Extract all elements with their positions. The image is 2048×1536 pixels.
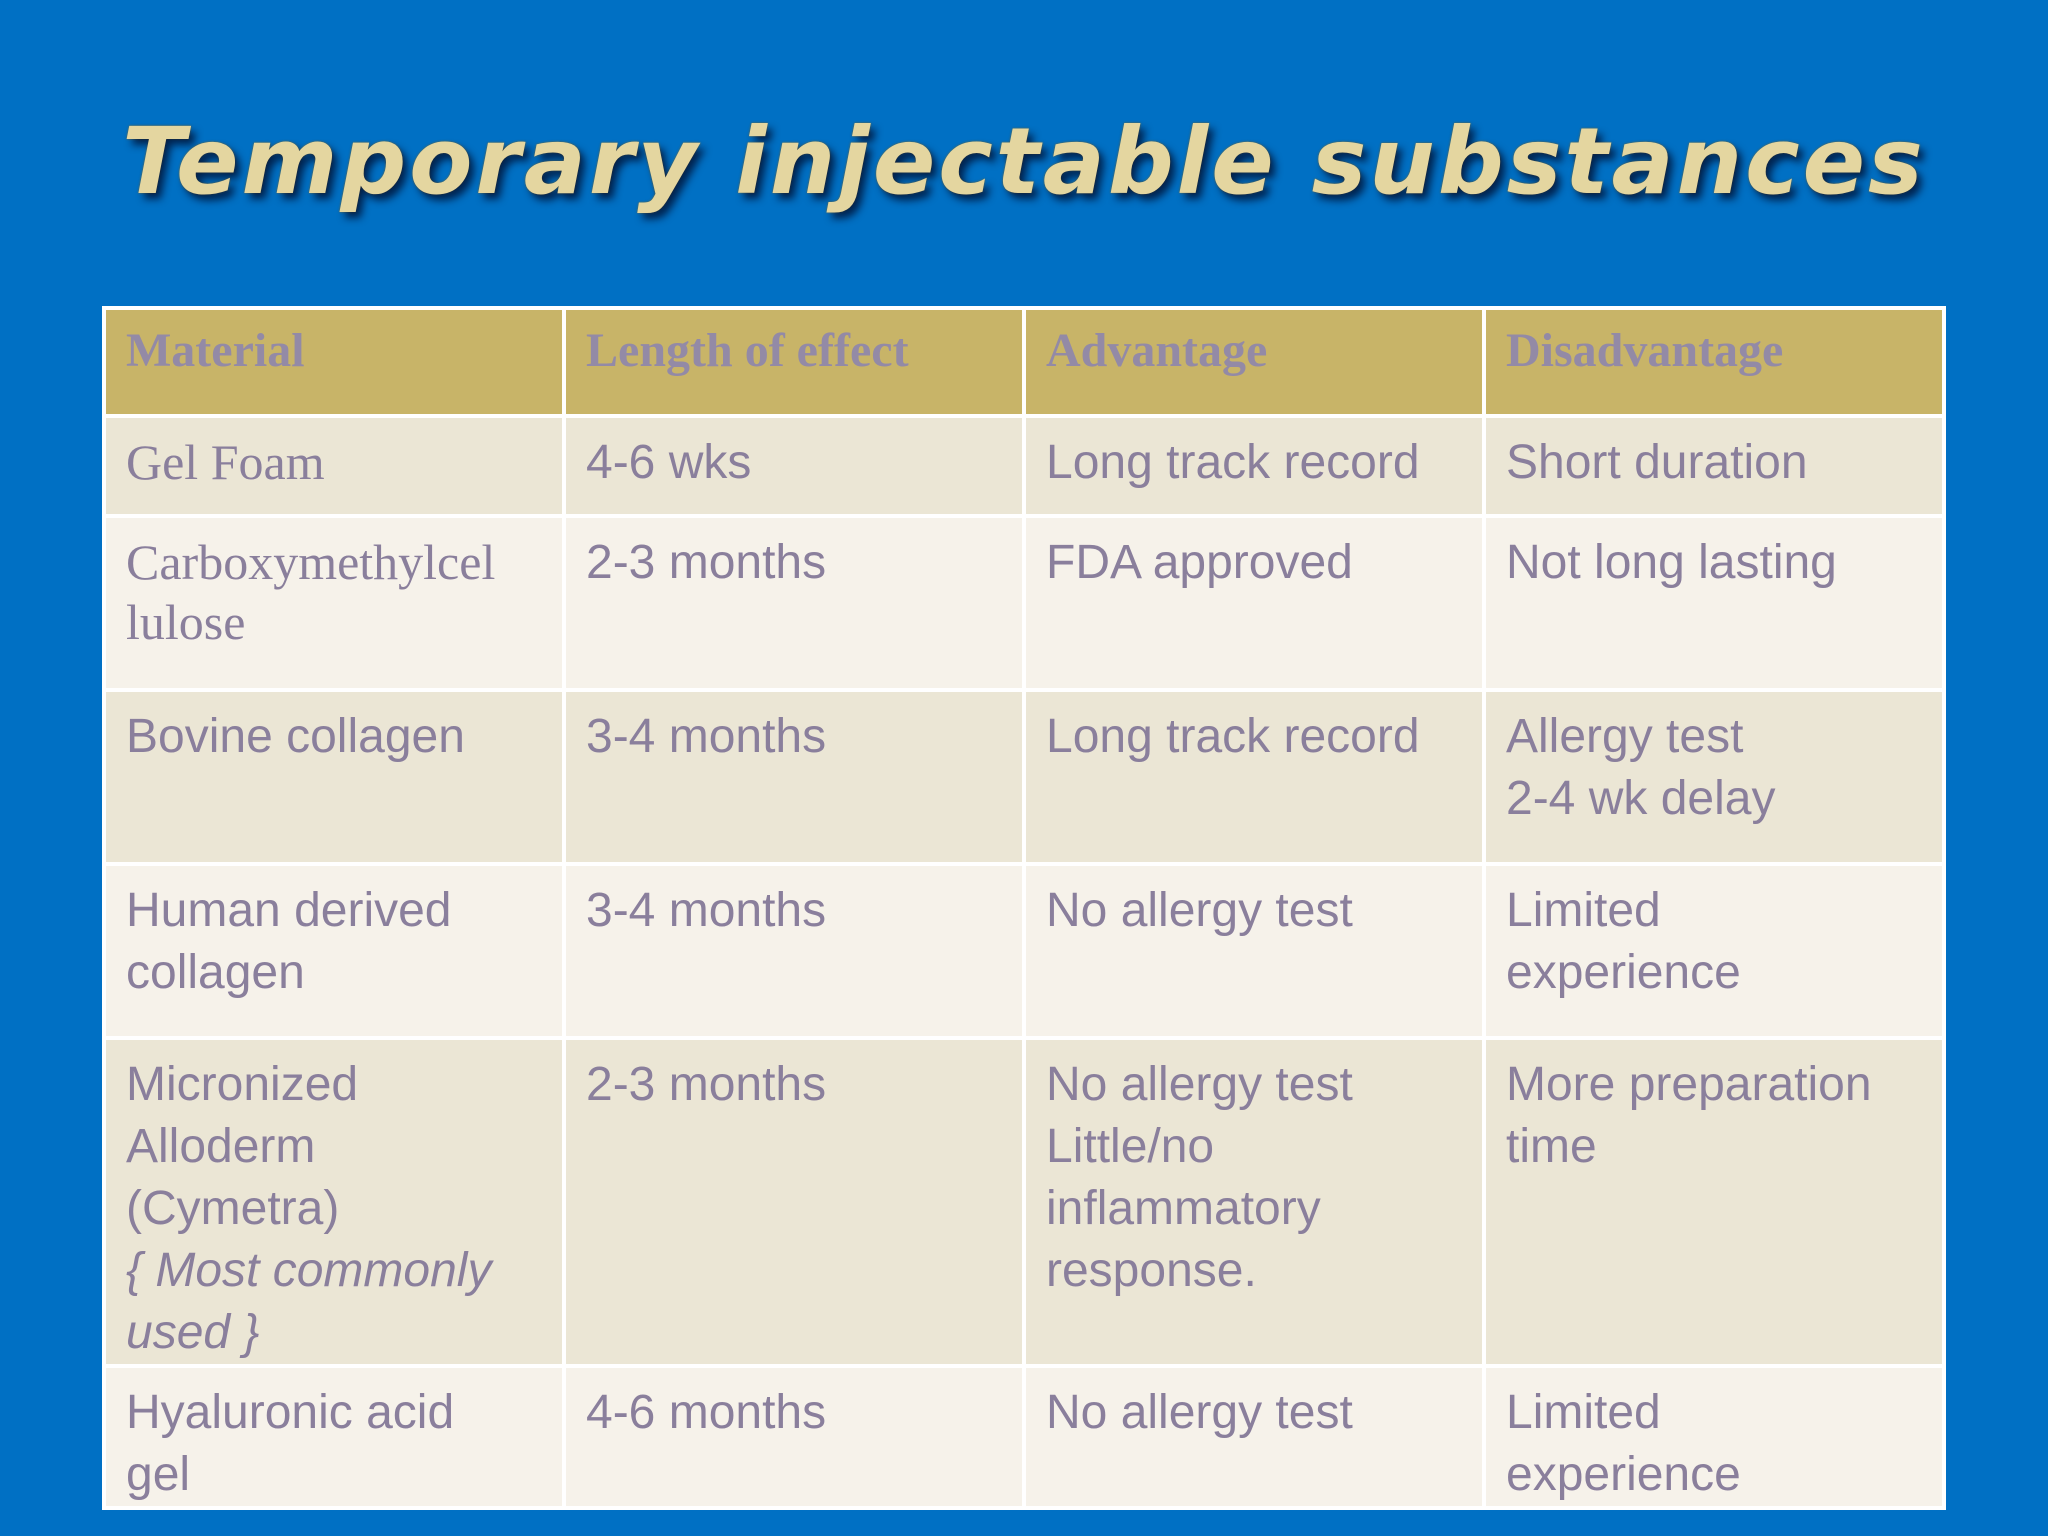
cell-text: Gel Foam: [126, 434, 325, 490]
cell-disadvantage: Limited experience: [1482, 1364, 1946, 1510]
cell-text: FDA approved: [1046, 536, 1353, 589]
cell-material: Carboxymethylcel lulose: [102, 514, 566, 692]
cell-text: Micronized: [126, 1058, 359, 1111]
cell-text: Bovine collagen: [126, 710, 465, 763]
cell-advantage: No allergy test Little/no inflammatory r…: [1022, 1036, 1486, 1368]
cell-text: Alloderm: [126, 1120, 316, 1173]
cell-text: Human derived: [126, 884, 452, 937]
cell-text: Short duration: [1506, 436, 1808, 489]
cell-text: Long track record: [1046, 436, 1420, 489]
cell-text: Long track record: [1046, 710, 1420, 763]
table-row: Micronized Alloderm (Cymetra) { Most com…: [102, 1036, 1946, 1368]
cell-advantage: FDA approved: [1022, 514, 1486, 692]
cell-text: experience: [1506, 946, 1741, 999]
table-header-row: Material Length of effect Advantage Disa…: [102, 306, 1946, 418]
table-row: Hyaluronic acid gel 4-6 months No allerg…: [102, 1364, 1946, 1510]
cell-note: { Most commonly: [126, 1244, 492, 1297]
comparison-table-container: Material Length of effect Advantage Disa…: [102, 306, 1946, 1510]
cell-length: 2-3 months: [562, 514, 1026, 692]
header-advantage: Advantage: [1022, 306, 1486, 418]
table-row: Human derived collagen 3-4 months No all…: [102, 862, 1946, 1040]
cell-material: Gel Foam: [102, 414, 566, 518]
header-length-of-effect: Length of effect: [562, 306, 1026, 418]
cell-text: Hyaluronic acid: [126, 1386, 455, 1439]
cell-material: Hyaluronic acid gel: [102, 1364, 566, 1510]
cell-text: lulose: [126, 594, 246, 650]
cell-advantage: Long track record: [1022, 688, 1486, 866]
cell-disadvantage: Short duration: [1482, 414, 1946, 518]
cell-text: No allergy test: [1046, 1386, 1353, 1439]
cell-text: time: [1506, 1120, 1597, 1173]
cell-note: used }: [126, 1306, 260, 1359]
table-row: Gel Foam 4-6 wks Long track record Short…: [102, 414, 1946, 518]
cell-disadvantage: More preparation time: [1482, 1036, 1946, 1368]
cell-text: 2-4 wk delay: [1506, 772, 1776, 825]
cell-material: Micronized Alloderm (Cymetra) { Most com…: [102, 1036, 566, 1368]
cell-text: No allergy test: [1046, 884, 1353, 937]
cell-text: No allergy test: [1046, 1058, 1353, 1111]
cell-length: 3-4 months: [562, 688, 1026, 866]
cell-text: Limited: [1506, 884, 1661, 937]
cell-text: Limited: [1506, 1386, 1661, 1439]
cell-length: 4-6 wks: [562, 414, 1026, 518]
cell-text: More preparation: [1506, 1058, 1872, 1111]
cell-text: Not long lasting: [1506, 536, 1837, 589]
cell-advantage: No allergy test: [1022, 862, 1486, 1040]
cell-length: 3-4 months: [562, 862, 1026, 1040]
cell-length: 2-3 months: [562, 1036, 1026, 1368]
header-disadvantage: Disadvantage: [1482, 306, 1946, 418]
cell-disadvantage: Not long lasting: [1482, 514, 1946, 692]
cell-text: response.: [1046, 1244, 1257, 1297]
cell-text: collagen: [126, 946, 305, 999]
cell-text: gel: [126, 1448, 191, 1501]
cell-advantage: Long track record: [1022, 414, 1486, 518]
table-row: Carboxymethylcel lulose 2-3 months FDA a…: [102, 514, 1946, 692]
cell-material: Bovine collagen: [102, 688, 566, 866]
cell-text: Little/no: [1046, 1120, 1215, 1173]
cell-text: Carboxymethylcel: [126, 534, 496, 590]
cell-text: (Cymetra): [126, 1182, 340, 1235]
cell-disadvantage: Allergy test 2-4 wk delay: [1482, 688, 1946, 866]
cell-material: Human derived collagen: [102, 862, 566, 1040]
cell-text: inflammatory: [1046, 1182, 1321, 1235]
cell-text: Allergy test: [1506, 710, 1744, 763]
comparison-table: Material Length of effect Advantage Disa…: [102, 306, 1946, 1510]
slide-title: Temporary injectable substances: [122, 108, 1926, 215]
cell-text: experience: [1506, 1448, 1741, 1501]
cell-advantage: No allergy test: [1022, 1364, 1486, 1510]
header-material: Material: [102, 306, 566, 418]
cell-length: 4-6 months: [562, 1364, 1026, 1510]
cell-disadvantage: Limited experience: [1482, 862, 1946, 1040]
table-row: Bovine collagen 3-4 months Long track re…: [102, 688, 1946, 866]
